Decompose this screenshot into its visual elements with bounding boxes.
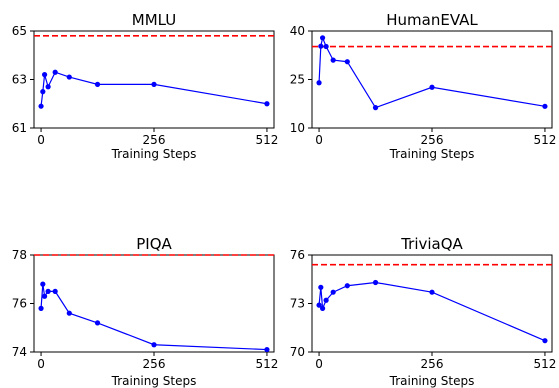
x-ticks: 0 256 512 — [315, 128, 556, 147]
data-point — [344, 59, 350, 65]
y-ticks: 70 73 76 — [290, 248, 312, 359]
data-point — [38, 103, 44, 109]
x-tick-label: 512 — [255, 357, 278, 371]
data-point — [52, 288, 58, 294]
data-point — [40, 89, 46, 95]
data-point — [41, 293, 48, 299]
y-tick-label: 40 — [290, 24, 305, 38]
data-point — [323, 43, 329, 50]
data-point — [40, 281, 46, 287]
panel-mmlu: MMLU 0 256 512 61 63 65 Training Steps — [12, 11, 279, 161]
x-tick-label: 0 — [315, 357, 323, 371]
series-points — [316, 35, 548, 111]
data-point — [429, 84, 435, 90]
x-tick-label: 256 — [143, 357, 166, 371]
data-point — [319, 305, 326, 311]
data-point — [429, 289, 435, 295]
data-point — [52, 69, 58, 75]
data-point — [41, 72, 48, 78]
y-tick-label: 74 — [12, 345, 27, 359]
panel-title: PIQA — [136, 235, 172, 253]
plot-frame — [33, 254, 275, 353]
y-tick-label: 73 — [290, 297, 305, 311]
data-point — [45, 84, 51, 90]
x-axis-label: Training Steps — [111, 374, 197, 388]
plot-frame — [311, 254, 553, 353]
x-tick-label: 0 — [37, 133, 45, 147]
panel-title: HumanEVAL — [386, 11, 478, 29]
data-point — [94, 320, 101, 326]
data-point — [38, 305, 44, 311]
data-point — [151, 342, 157, 348]
data-point — [330, 289, 336, 295]
data-point — [372, 105, 379, 111]
data-point — [318, 284, 324, 290]
series-line — [40, 71, 268, 107]
data-point — [323, 297, 329, 303]
x-tick-label: 512 — [533, 133, 556, 147]
panel-title: TriviaQA — [400, 235, 463, 253]
data-point — [542, 103, 548, 109]
series-line — [318, 35, 546, 109]
y-tick-label: 61 — [12, 121, 27, 135]
x-tick-label: 256 — [421, 357, 444, 371]
y-tick-label: 10 — [290, 121, 305, 135]
data-point — [316, 80, 322, 86]
y-tick-label: 78 — [12, 248, 27, 262]
y-ticks: 61 63 65 — [12, 24, 34, 135]
y-tick-label: 65 — [12, 24, 27, 38]
y-tick-label: 70 — [290, 345, 305, 359]
x-tick-label: 256 — [143, 133, 166, 147]
plot-frame — [311, 30, 553, 129]
data-point — [344, 283, 350, 289]
x-axis-label: Training Steps — [389, 374, 475, 388]
series-points — [316, 279, 548, 344]
panel-title: MMLU — [132, 11, 176, 29]
data-point — [45, 288, 51, 294]
data-point — [542, 338, 548, 344]
data-point — [264, 101, 270, 107]
y-tick-label: 63 — [12, 73, 27, 87]
data-point — [330, 57, 336, 63]
data-point — [316, 302, 322, 308]
panel-piqa: PIQA 0 256 512 74 76 78 Training Steps — [12, 235, 279, 388]
x-tick-label: 512 — [255, 133, 278, 147]
x-ticks: 0 256 512 — [37, 352, 278, 371]
series-points — [38, 281, 270, 353]
series-points — [38, 69, 270, 109]
y-tick-label: 76 — [290, 248, 305, 262]
data-point — [372, 279, 379, 286]
data-point — [151, 81, 157, 87]
data-point — [66, 310, 72, 316]
data-point — [319, 35, 326, 41]
y-ticks: 10 25 40 — [290, 24, 312, 135]
y-tick-label: 25 — [290, 73, 305, 87]
y-tick-label: 76 — [12, 297, 27, 311]
series-line — [40, 284, 267, 351]
panel-triviaqa: TriviaQA 0 256 512 70 73 76 Training Steps — [290, 235, 557, 388]
x-tick-label: 0 — [315, 133, 323, 147]
data-point — [318, 43, 324, 49]
data-point — [264, 346, 270, 353]
x-axis-label: Training Steps — [389, 147, 475, 161]
x-ticks: 0 256 512 — [315, 352, 556, 371]
x-tick-label: 256 — [421, 133, 444, 147]
x-tick-label: 0 — [37, 357, 45, 371]
data-point — [94, 81, 101, 87]
y-ticks: 74 76 78 — [12, 248, 34, 359]
x-ticks: 0 256 512 — [37, 128, 278, 147]
x-axis-label: Training Steps — [111, 147, 197, 161]
x-tick-label: 512 — [533, 357, 556, 371]
data-point — [66, 74, 72, 80]
panel-humaneval: HumanEVAL 0 256 512 10 25 40 Training Steps — [290, 11, 557, 161]
